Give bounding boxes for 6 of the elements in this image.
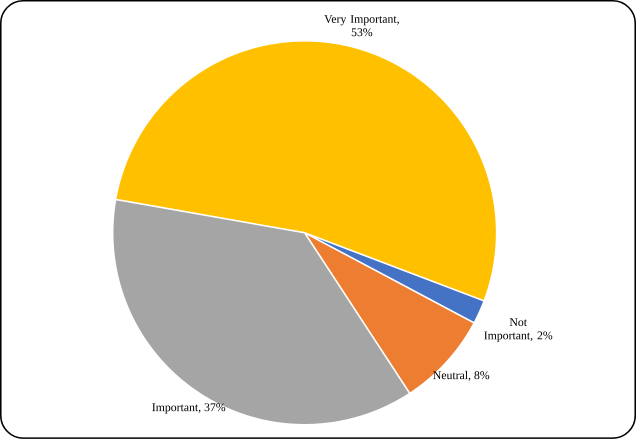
slice-label: Not Important bbox=[484, 318, 530, 342]
slice-label: Important bbox=[152, 403, 198, 414]
data-label: , 8% bbox=[468, 371, 490, 381]
data-label: , 2% bbox=[530, 332, 552, 342]
data-label: , 37% bbox=[198, 403, 226, 413]
slice-label: Neutral bbox=[433, 370, 468, 380]
